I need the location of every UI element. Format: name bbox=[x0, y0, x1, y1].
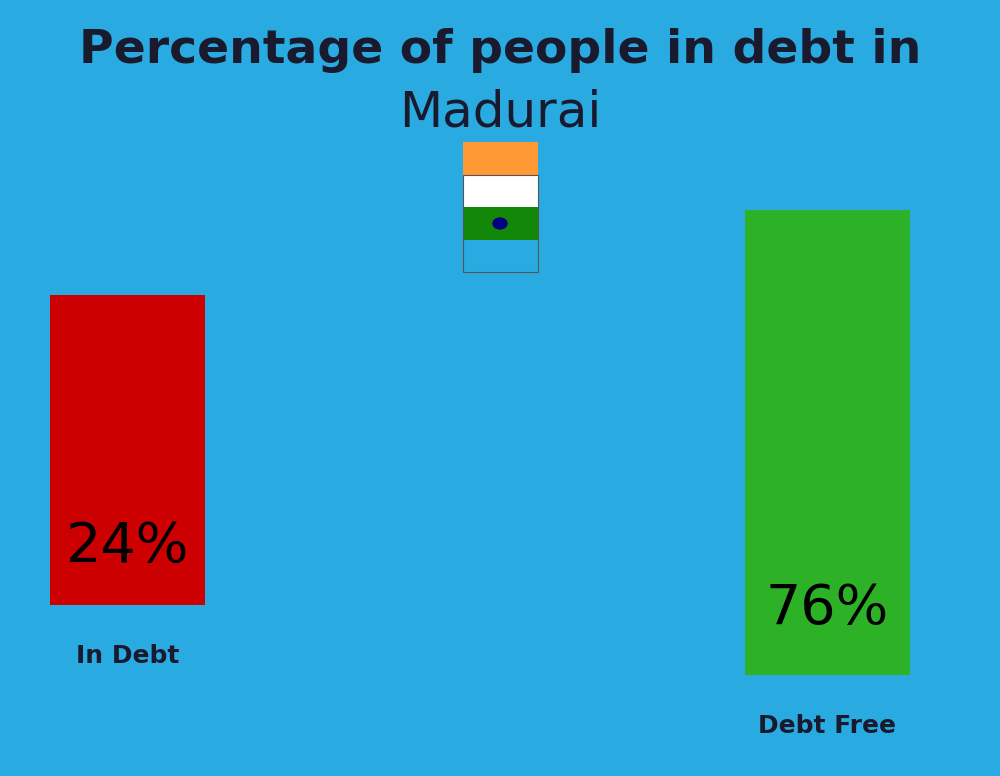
Text: In Debt: In Debt bbox=[76, 644, 179, 667]
Text: 76%: 76% bbox=[766, 582, 889, 636]
Text: Madurai: Madurai bbox=[399, 88, 601, 137]
FancyBboxPatch shape bbox=[462, 142, 538, 175]
FancyBboxPatch shape bbox=[745, 210, 910, 675]
FancyBboxPatch shape bbox=[50, 295, 205, 605]
Text: Debt Free: Debt Free bbox=[759, 714, 896, 737]
FancyBboxPatch shape bbox=[462, 175, 538, 207]
Text: Percentage of people in debt in: Percentage of people in debt in bbox=[79, 28, 921, 73]
Text: 24%: 24% bbox=[66, 520, 189, 574]
FancyBboxPatch shape bbox=[462, 207, 538, 240]
Circle shape bbox=[493, 218, 507, 229]
